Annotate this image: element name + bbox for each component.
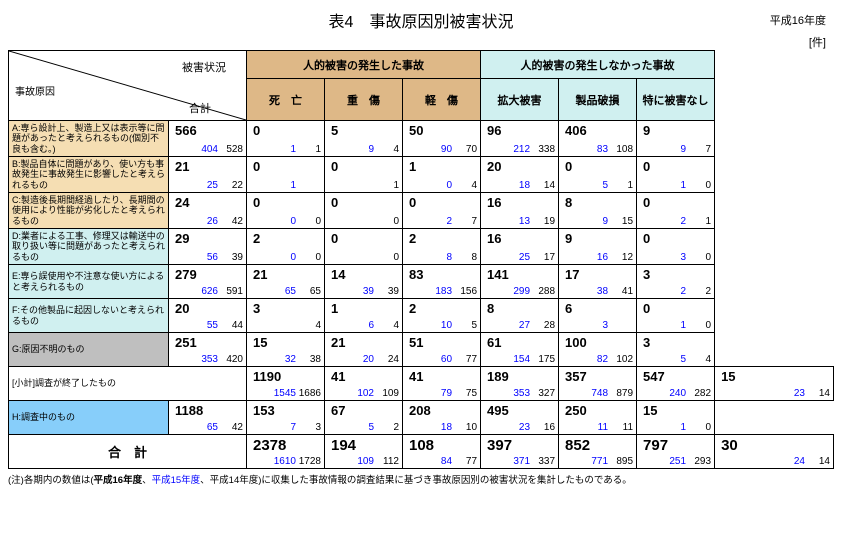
data-cell: 34 <box>247 299 325 333</box>
data-cell: 200 <box>247 229 325 265</box>
data-cell: 516077 <box>403 333 481 367</box>
col-header: 製品破損 <box>559 79 637 121</box>
data-cell: 96212338 <box>481 121 559 157</box>
data-cell: 11886542 <box>169 401 247 435</box>
row-label: 合 計 <box>9 435 247 469</box>
data-cell: 237816101728 <box>247 435 325 469</box>
data-cell: 212024 <box>325 333 403 367</box>
data-cell: 397371337 <box>481 435 559 469</box>
data-cell: 01 <box>247 157 325 193</box>
data-cell: 2501111 <box>559 401 637 435</box>
page-title: 表4 事故原因別被害状況 <box>329 14 514 31</box>
data-cell: 00 <box>325 193 403 229</box>
data-cell: 302414 <box>715 435 834 469</box>
row-label: D:業者による工事、修理又は輸送中の取り扱い等に問題があったと考えられるもの <box>9 229 169 265</box>
data-cell: 164 <box>325 299 403 333</box>
diagonal-header: 被害状況 事故原因 合計 <box>9 51 247 121</box>
data-cell: 61154175 <box>481 333 559 367</box>
col-header: 拡大被害 <box>481 79 559 121</box>
row-label: F:その他製品に起因しないと考えられるもの <box>9 299 169 333</box>
data-cell: 141299288 <box>481 265 559 299</box>
data-cell: 251353420 <box>169 333 247 367</box>
data-cell: 82728 <box>481 299 559 333</box>
data-cell: 011 <box>247 121 325 157</box>
data-cell: 194109112 <box>325 435 403 469</box>
col-header: 重 傷 <box>325 79 403 121</box>
data-cell: 051 <box>559 157 637 193</box>
unit-label: [件] <box>8 34 834 50</box>
data-cell: 357748879 <box>559 367 637 401</box>
data-cell: 15373 <box>247 401 325 435</box>
footnote: (注)各期内の数値は(平成16年度、平成15年度、平成14年度)に収集した事故情… <box>8 472 834 486</box>
group-header-2: 人的被害の発生しなかった事故 <box>481 51 715 79</box>
data-cell: 119015451686 <box>247 367 325 401</box>
data-cell: 997 <box>637 121 715 157</box>
data-cell: 41102109 <box>325 367 403 401</box>
data-cell: 021 <box>637 193 715 229</box>
row-label: [小計]調査が終了したもの <box>9 367 247 401</box>
data-cell: 189353327 <box>481 367 559 401</box>
data-cell: 2081810 <box>403 401 481 435</box>
data-cell: 354 <box>637 333 715 367</box>
data-cell: 162517 <box>481 229 559 265</box>
data-cell: 91612 <box>559 229 637 265</box>
data-cell: 797251293 <box>637 435 715 469</box>
row-label: E:専ら誤使用や不注意な使い方によると考えられるもの <box>9 265 169 299</box>
data-cell: 83183156 <box>403 265 481 299</box>
data-cell: 143939 <box>325 265 403 299</box>
data-cell: 40683108 <box>559 121 637 157</box>
data-cell: 161319 <box>481 193 559 229</box>
data-cell: 6752 <box>325 401 403 435</box>
col-header: 死 亡 <box>247 79 325 121</box>
data-cell: 594 <box>325 121 403 157</box>
col-header: 特に被害なし <box>637 79 715 121</box>
group-header-1: 人的被害の発生した事故 <box>247 51 481 79</box>
col-header: 軽 傷 <box>403 79 481 121</box>
data-cell: 2105 <box>403 299 481 333</box>
data-cell: 027 <box>403 193 481 229</box>
data-cell: 00 <box>325 229 403 265</box>
data-cell: 322 <box>637 265 715 299</box>
data-cell: 8915 <box>559 193 637 229</box>
data-cell: 153238 <box>247 333 325 367</box>
data-cell: 10082102 <box>559 333 637 367</box>
data-cell: 212522 <box>169 157 247 193</box>
data-cell: 4952316 <box>481 401 559 435</box>
data-cell: 417975 <box>403 367 481 401</box>
data-cell: 01 <box>325 157 403 193</box>
data-cell: 295639 <box>169 229 247 265</box>
data-cell: 030 <box>637 229 715 265</box>
row-label: B:製品自体に問題があり、使い方も事故発生に事故発生に影響したと考えられるもの <box>9 157 169 193</box>
data-cell: 279626591 <box>169 265 247 299</box>
data-cell: 1510 <box>637 401 715 435</box>
row-label: A:専ら設計上、製造上又は表示等に問題があったと考えられるもの(個別不良も含む。… <box>9 121 169 157</box>
data-cell: 173841 <box>559 265 637 299</box>
data-cell: 104 <box>403 157 481 193</box>
data-cell: 288 <box>403 229 481 265</box>
data-table: 被害状況 事故原因 合計 人的被害の発生した事故 人的被害の発生しなかった事故 … <box>8 50 834 469</box>
data-cell: 010 <box>637 299 715 333</box>
data-cell: 242642 <box>169 193 247 229</box>
data-cell: 000 <box>247 193 325 229</box>
data-cell: 216565 <box>247 265 325 299</box>
data-cell: 152314 <box>715 367 834 401</box>
row-label: H:調査中のもの <box>9 401 169 435</box>
data-cell: 205544 <box>169 299 247 333</box>
row-label: C:製造後長期間経過したり、長期間の使用により性能が劣化したと考えられるもの <box>9 193 169 229</box>
data-cell: 010 <box>637 157 715 193</box>
data-cell: 566404528 <box>169 121 247 157</box>
row-label: G:原因不明のもの <box>9 333 169 367</box>
data-cell: 63 <box>559 299 637 333</box>
data-cell: 852771895 <box>559 435 637 469</box>
data-cell: 509070 <box>403 121 481 157</box>
data-cell: 201814 <box>481 157 559 193</box>
year-label: 平成16年度 <box>770 12 826 28</box>
data-cell: 547240282 <box>637 367 715 401</box>
data-cell: 1088477 <box>403 435 481 469</box>
